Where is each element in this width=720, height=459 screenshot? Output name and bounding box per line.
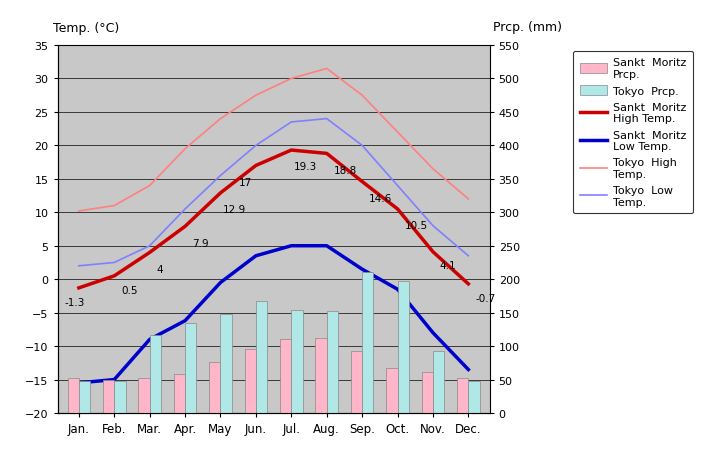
Bar — [315, 338, 327, 413]
Bar — [422, 372, 433, 413]
Text: 4.1: 4.1 — [440, 261, 456, 271]
Bar — [327, 312, 338, 413]
Bar — [174, 375, 185, 413]
Bar — [209, 362, 220, 413]
Bar — [457, 378, 468, 413]
Bar — [245, 349, 256, 413]
Bar — [397, 281, 409, 413]
Text: 0.5: 0.5 — [121, 285, 138, 295]
Bar — [114, 381, 125, 413]
Text: 19.3: 19.3 — [294, 162, 318, 172]
Text: Temp. (°C): Temp. (°C) — [53, 22, 120, 35]
Text: 12.9: 12.9 — [223, 205, 246, 215]
Bar — [292, 310, 302, 413]
Bar — [468, 381, 480, 413]
Bar — [351, 351, 362, 413]
Text: Prcp. (mm): Prcp. (mm) — [493, 22, 562, 34]
Bar — [79, 381, 90, 413]
Bar — [220, 314, 232, 413]
Bar — [256, 301, 267, 413]
Bar — [386, 368, 397, 413]
Text: 18.8: 18.8 — [333, 166, 357, 175]
Legend: Sankt  Moritz
Prcp., Tokyo  Prcp., Sankt  Moritz
High Temp., Sankt  Moritz
Low T: Sankt Moritz Prcp., Tokyo Prcp., Sankt M… — [573, 51, 693, 214]
Bar — [150, 335, 161, 413]
Bar — [362, 273, 374, 413]
Text: 10.5: 10.5 — [405, 221, 428, 231]
Bar — [280, 340, 292, 413]
Bar — [103, 380, 114, 413]
Text: 7.9: 7.9 — [192, 238, 209, 248]
Bar — [433, 352, 444, 413]
Bar — [185, 323, 197, 413]
Text: -1.3: -1.3 — [65, 297, 86, 307]
Text: 4: 4 — [157, 264, 163, 274]
Text: 17: 17 — [239, 178, 253, 187]
Text: 14.6: 14.6 — [369, 194, 392, 203]
Bar — [68, 378, 79, 413]
Bar — [138, 378, 150, 413]
Text: -0.7: -0.7 — [475, 293, 495, 303]
